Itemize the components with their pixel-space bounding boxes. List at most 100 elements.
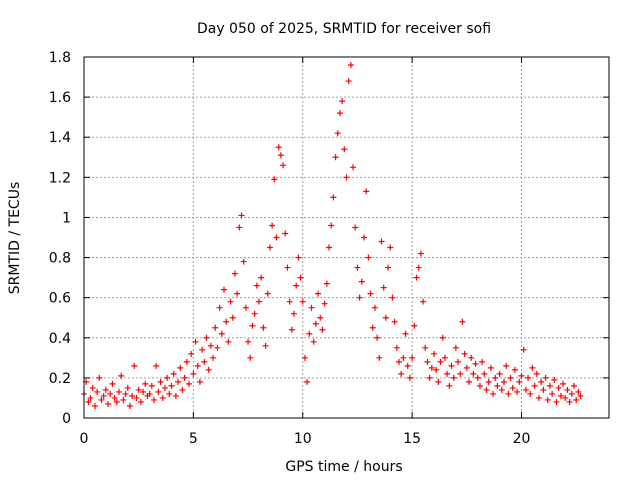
data-point <box>380 284 387 291</box>
data-point <box>446 382 453 389</box>
data-point <box>100 392 107 399</box>
data-point <box>120 396 127 403</box>
data-point <box>116 388 122 395</box>
x-tick-label: 10 <box>294 431 312 447</box>
data-point <box>102 386 109 393</box>
data-point <box>284 264 291 271</box>
data-point <box>266 244 273 251</box>
data-point <box>424 358 431 365</box>
data-point <box>109 380 116 387</box>
data-point <box>527 390 534 397</box>
data-point <box>536 394 542 401</box>
data-point <box>472 360 479 367</box>
data-point <box>85 398 92 405</box>
data-point <box>514 388 521 395</box>
data-point <box>334 130 341 137</box>
data-point <box>382 314 389 321</box>
data-point <box>179 386 186 393</box>
data-point <box>133 394 140 401</box>
data-point <box>485 378 492 385</box>
data-point <box>225 338 232 345</box>
data-point <box>417 250 424 257</box>
data-point <box>317 314 324 321</box>
data-point <box>107 390 114 397</box>
data-point <box>352 224 359 231</box>
data-point <box>540 386 547 393</box>
data-point <box>271 176 278 183</box>
data-point <box>238 212 245 219</box>
data-point <box>396 358 402 365</box>
y-tick-label: 0.6 <box>49 291 71 307</box>
data-point <box>470 370 477 377</box>
data-point <box>413 274 420 281</box>
data-point <box>555 384 562 391</box>
data-point <box>175 378 182 385</box>
data-point <box>126 402 133 409</box>
y-tick-label: 1.4 <box>49 130 71 146</box>
data-point <box>253 282 260 289</box>
data-point <box>153 362 160 369</box>
data-point <box>231 270 238 277</box>
data-point <box>409 354 416 361</box>
data-point <box>387 244 394 251</box>
data-point <box>546 382 553 389</box>
data-point <box>124 384 131 391</box>
data-point <box>105 400 112 407</box>
data-point <box>350 164 357 171</box>
data-points <box>81 62 584 409</box>
data-point <box>236 224 243 231</box>
data-point <box>411 322 418 329</box>
data-point <box>258 274 265 281</box>
data-point <box>378 238 385 245</box>
data-point <box>426 374 433 381</box>
data-point <box>439 334 446 341</box>
data-point <box>479 358 486 365</box>
data-point <box>518 372 525 379</box>
data-point <box>562 394 569 401</box>
data-point <box>297 274 304 281</box>
data-point <box>131 362 138 369</box>
data-point <box>188 350 195 357</box>
data-point <box>529 364 536 371</box>
data-point <box>393 344 400 351</box>
data-point <box>354 264 361 271</box>
y-tick-label: 0.4 <box>49 331 71 347</box>
data-point <box>326 244 332 251</box>
data-point <box>201 358 208 365</box>
data-point <box>111 394 118 401</box>
data-point <box>406 374 413 381</box>
x-tick-label: 20 <box>513 431 531 447</box>
data-point <box>87 394 94 401</box>
data-point <box>168 382 175 389</box>
data-point <box>310 338 317 345</box>
data-point <box>216 304 223 311</box>
data-point <box>542 374 549 381</box>
data-point <box>450 374 457 381</box>
data-point <box>575 388 582 395</box>
y-axis-label: SRMTID / TECUs <box>7 182 23 295</box>
data-point <box>463 364 470 371</box>
data-point <box>441 354 448 361</box>
data-point <box>365 254 372 261</box>
data-point <box>308 304 315 311</box>
data-point <box>264 290 271 297</box>
data-point <box>129 392 136 399</box>
plot-frame <box>83 56 610 419</box>
data-point <box>214 344 221 351</box>
data-point <box>218 330 225 337</box>
data-point <box>553 398 560 405</box>
data-point <box>522 386 529 393</box>
data-point <box>273 234 280 241</box>
data-point <box>245 338 252 345</box>
data-point <box>483 386 490 393</box>
data-point <box>212 324 219 331</box>
data-point <box>98 396 105 403</box>
data-point <box>420 298 427 305</box>
data-point <box>223 318 230 325</box>
data-point <box>345 78 352 85</box>
data-point <box>199 346 206 353</box>
data-point <box>376 354 383 361</box>
data-point <box>457 370 464 377</box>
data-point <box>323 280 330 287</box>
data-point <box>301 354 308 361</box>
